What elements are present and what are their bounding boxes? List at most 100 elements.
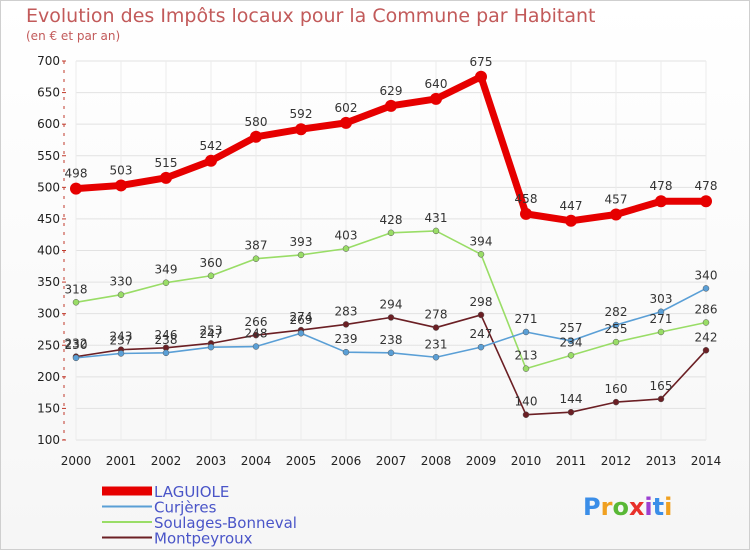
- data-label: 580: [245, 115, 268, 129]
- data-label: 247: [470, 327, 493, 341]
- data-point: [612, 398, 620, 406]
- x-tick-label: 2009: [466, 454, 497, 468]
- data-point: [612, 338, 620, 346]
- data-point: [477, 311, 485, 319]
- data-label: 271: [650, 312, 673, 326]
- data-point: [342, 321, 350, 328]
- data-point: [385, 99, 397, 112]
- data-label: 503: [110, 163, 133, 177]
- data-point: [657, 308, 665, 316]
- x-tick-label: 2010: [511, 454, 542, 468]
- y-tick-label: 300: [37, 307, 60, 321]
- data-label: 394: [470, 234, 493, 248]
- data-label: 629: [380, 84, 403, 98]
- y-tick-label: 400: [37, 244, 60, 258]
- data-point: [387, 314, 395, 321]
- data-point: [72, 354, 80, 362]
- data-point: [297, 329, 305, 337]
- legend-label: Soulages-Bonneval: [154, 514, 297, 532]
- x-tick-label: 2005: [286, 454, 317, 468]
- data-point: [567, 408, 575, 416]
- data-label: 675: [470, 55, 493, 69]
- data-point: [115, 179, 127, 192]
- data-point: [387, 349, 395, 357]
- data-point: [205, 154, 217, 167]
- data-point: [207, 272, 215, 280]
- data-label: 165: [650, 379, 673, 393]
- data-point: [340, 116, 352, 129]
- data-label: 447: [560, 199, 583, 213]
- chart-title: Evolution des Impôts locaux pour la Comm…: [26, 5, 596, 27]
- data-label: 271: [515, 312, 538, 326]
- x-tick-label: 2007: [376, 454, 407, 468]
- data-label: 255: [605, 322, 628, 336]
- data-point: [387, 229, 395, 237]
- data-label: 239: [335, 332, 358, 346]
- data-point: [207, 343, 215, 351]
- data-label: 303: [650, 292, 673, 306]
- data-point: [162, 349, 170, 357]
- data-label: 213: [515, 349, 538, 363]
- x-tick-label: 2008: [421, 454, 452, 468]
- data-label: 248: [245, 327, 268, 341]
- data-point: [342, 348, 350, 356]
- data-label: 237: [110, 333, 133, 347]
- data-label: 393: [290, 235, 313, 249]
- data-point: [520, 207, 532, 220]
- data-point: [657, 395, 665, 403]
- x-tick-label: 2012: [601, 454, 632, 468]
- legend-label: LAGUIOLE: [154, 483, 229, 501]
- legend: LAGUIOLECurjèresSoulages-BonnevalMontpey…: [102, 483, 297, 548]
- data-point: [610, 208, 622, 221]
- data-label: 403: [335, 229, 358, 243]
- data-label: 140: [515, 395, 538, 409]
- data-label: 349: [155, 263, 178, 277]
- data-point: [657, 328, 665, 336]
- data-point: [522, 328, 530, 336]
- data-label: 286: [695, 303, 718, 317]
- data-label: 234: [560, 335, 583, 349]
- data-label: 278: [425, 308, 448, 322]
- data-label: 458: [515, 192, 538, 206]
- y-tick-label: 350: [37, 275, 60, 289]
- proxiti-logo: Proxiti: [583, 493, 672, 521]
- x-tick-label: 2011: [556, 454, 587, 468]
- data-point: [432, 324, 440, 331]
- data-label: 387: [245, 239, 268, 253]
- data-point: [117, 291, 125, 298]
- data-point: [477, 251, 485, 258]
- data-label: 602: [335, 101, 358, 115]
- data-point: [432, 354, 440, 361]
- grid: [75, 60, 707, 441]
- data-point: [567, 352, 575, 359]
- data-label: 238: [155, 333, 178, 347]
- data-point: [702, 319, 710, 326]
- data-point: [655, 195, 667, 208]
- data-label: 283: [335, 304, 358, 318]
- data-point: [70, 182, 82, 195]
- data-label: 428: [380, 213, 403, 227]
- data-point: [160, 171, 172, 184]
- data-label: 640: [425, 77, 448, 91]
- data-point: [567, 337, 575, 345]
- data-point: [117, 350, 125, 357]
- x-tick-label: 2000: [61, 454, 92, 468]
- data-point: [477, 343, 485, 351]
- data-label: 515: [155, 156, 178, 170]
- x-tick-label: 2001: [106, 454, 137, 468]
- data-point: [295, 123, 307, 136]
- series-layer: [70, 70, 712, 418]
- data-point: [522, 365, 530, 372]
- data-label: 242: [695, 330, 718, 344]
- y-tick-label: 200: [37, 370, 60, 384]
- data-point: [252, 331, 260, 339]
- data-point: [565, 214, 577, 227]
- data-label: 294: [380, 297, 403, 311]
- data-label: 498: [65, 167, 88, 181]
- data-point: [700, 195, 712, 208]
- data-label: 231: [425, 337, 448, 351]
- data-label: 269: [290, 313, 313, 327]
- data-label: 253: [200, 323, 223, 337]
- data-label: 478: [650, 179, 673, 193]
- data-label: 246: [155, 328, 178, 342]
